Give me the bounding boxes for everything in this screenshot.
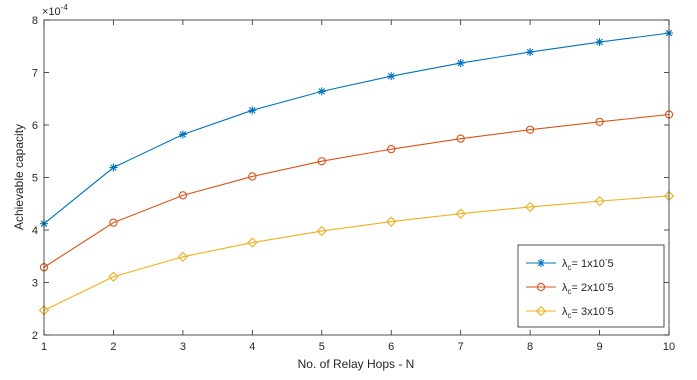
y-tick-label: 3 (32, 278, 38, 290)
y-tick-label: 8 (32, 15, 38, 27)
y-tick-label: 6 (32, 120, 38, 132)
series-line (43, 113, 670, 268)
y-multiplier-base: ×10 (42, 6, 61, 18)
data-point (524, 201, 536, 213)
x-tick-label: 5 (319, 341, 325, 353)
legend-text-main: = 1x10 (572, 258, 605, 270)
legend-text-tail: 5 (608, 258, 614, 270)
plot-frame (43, 19, 670, 336)
legend-text-tail: 5 (608, 282, 614, 294)
y-tick-label: 2 (32, 330, 38, 342)
legend-superscript: - (605, 279, 608, 288)
legend-text-main: = 2x10 (572, 282, 605, 294)
asterisk-stroke (596, 38, 603, 46)
data-point (109, 163, 118, 172)
legend: λc= 1x10-5λc= 2x10-5λc= 3x10-5 (517, 244, 665, 328)
data-point (595, 117, 604, 126)
legend-symbol: λ (562, 282, 568, 294)
data-point (109, 218, 118, 227)
data-point (387, 144, 396, 154)
x-tick-label: 3 (180, 341, 186, 353)
x-axis-label: No. of Relay Hops - N (298, 357, 415, 371)
y-tick-label: 5 (32, 173, 38, 185)
asterisk-stroke (457, 59, 464, 67)
asterisk-stroke (179, 131, 187, 138)
asterisk-stroke (110, 164, 117, 171)
asterisk-stroke (249, 107, 256, 114)
legend-subscript: c (568, 311, 572, 320)
y-multiplier: ×10-4 (42, 3, 68, 18)
x-tick-label: 8 (527, 341, 533, 353)
legend-superscript: - (605, 303, 608, 312)
x-tick-label: 2 (110, 341, 116, 353)
series-3 (38, 190, 675, 316)
legend-marker (536, 282, 546, 292)
data-point (248, 106, 257, 115)
x-tick-label: 10 (663, 341, 675, 353)
legend-label: λc= 2x10-5 (562, 279, 614, 296)
data-point (317, 87, 326, 96)
data-point (455, 208, 466, 219)
data-point (387, 72, 396, 81)
legend-label: λc= 1x10-5 (562, 255, 614, 272)
x-tick-label: 7 (458, 341, 464, 353)
legend-symbol: λ (562, 306, 568, 318)
legend-item: λc= 1x10-5 (526, 255, 614, 272)
legend-marker (537, 259, 545, 267)
series-line (43, 32, 670, 225)
x-tick-label: 1 (41, 341, 47, 353)
legend-marker (535, 305, 547, 317)
asterisk-stroke (318, 88, 326, 95)
asterisk-stroke (537, 259, 545, 267)
series-line (43, 195, 670, 311)
data-point (456, 134, 465, 143)
data-point (248, 172, 257, 181)
data-point (456, 59, 465, 68)
asterisk-stroke (526, 48, 534, 56)
data-point (595, 38, 604, 47)
data-point (178, 130, 187, 139)
x-tick-label: 9 (596, 341, 602, 353)
legend-item: λc= 2x10-5 (526, 279, 614, 296)
data-point (525, 125, 535, 134)
y-multiplier-exponent: -4 (61, 3, 69, 12)
legend-text-tail: 5 (608, 306, 614, 318)
data-point (316, 225, 327, 237)
legend-superscript: - (605, 255, 608, 264)
data-point (386, 216, 397, 227)
y-tick-label: 7 (32, 68, 38, 80)
data-point (108, 271, 119, 282)
y-tick-label: 4 (32, 225, 38, 237)
data-point (526, 48, 535, 57)
legend-label: λc= 3x10-5 (562, 303, 614, 320)
legend-subscript: c (568, 287, 572, 296)
data-point (178, 191, 188, 200)
series-2 (39, 110, 674, 272)
legend-text-main: = 3x10 (572, 306, 605, 318)
x-tick-label: 4 (249, 341, 255, 353)
data-point (317, 157, 326, 166)
data-point (177, 251, 189, 262)
data-point (594, 195, 605, 207)
y-axis-label: Achievable capacity (12, 124, 26, 230)
x-tick-label: 6 (388, 341, 394, 353)
asterisk-stroke (387, 72, 395, 80)
data-point (247, 237, 258, 248)
legend-item: λc= 3x10-5 (526, 303, 614, 320)
legend-symbol: λ (562, 258, 568, 270)
legend-subscript: c (568, 263, 572, 272)
